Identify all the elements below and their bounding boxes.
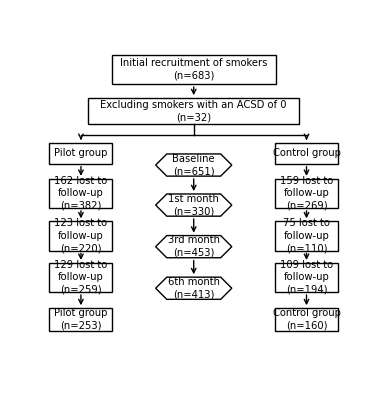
Polygon shape (156, 236, 232, 258)
Polygon shape (156, 154, 232, 176)
Text: Control group: Control group (273, 148, 341, 158)
Text: 123 lost to
follow-up
(n=220): 123 lost to follow-up (n=220) (54, 218, 107, 253)
Text: 75 lost to
follow-up
(n=110): 75 lost to follow-up (n=110) (283, 218, 330, 253)
Text: Baseline
(n=651): Baseline (n=651) (172, 154, 215, 176)
FancyBboxPatch shape (275, 221, 338, 250)
Text: Pilot group: Pilot group (54, 148, 108, 158)
Polygon shape (156, 277, 232, 299)
FancyBboxPatch shape (88, 98, 299, 124)
FancyBboxPatch shape (50, 221, 112, 250)
Text: 109 lost to
follow-up
(n=194): 109 lost to follow-up (n=194) (280, 260, 333, 295)
Polygon shape (156, 194, 232, 216)
FancyBboxPatch shape (50, 263, 112, 292)
Text: Excluding smokers with an ACSD of 0
(n=32): Excluding smokers with an ACSD of 0 (n=3… (101, 100, 287, 122)
Text: 6th month
(n=413): 6th month (n=413) (168, 277, 220, 300)
FancyBboxPatch shape (275, 179, 338, 208)
FancyBboxPatch shape (275, 143, 338, 164)
FancyBboxPatch shape (50, 143, 112, 164)
Text: 1st month
(n=330): 1st month (n=330) (168, 194, 219, 216)
Text: 129 lost to
follow-up
(n=259): 129 lost to follow-up (n=259) (54, 260, 108, 295)
Text: Control group
(n=160): Control group (n=160) (273, 308, 341, 331)
Text: 162 lost to
follow-up
(n=382): 162 lost to follow-up (n=382) (54, 176, 108, 211)
Text: Pilot group
(n=253): Pilot group (n=253) (54, 308, 108, 331)
Text: Initial recruitment of smokers
(n=683): Initial recruitment of smokers (n=683) (120, 58, 267, 81)
FancyBboxPatch shape (50, 179, 112, 208)
FancyBboxPatch shape (275, 308, 338, 331)
Text: 159 lost to
follow-up
(n=269): 159 lost to follow-up (n=269) (280, 176, 333, 211)
FancyBboxPatch shape (112, 55, 276, 84)
Text: 3rd month
(n=453): 3rd month (n=453) (168, 236, 220, 258)
FancyBboxPatch shape (50, 308, 112, 331)
FancyBboxPatch shape (275, 263, 338, 292)
